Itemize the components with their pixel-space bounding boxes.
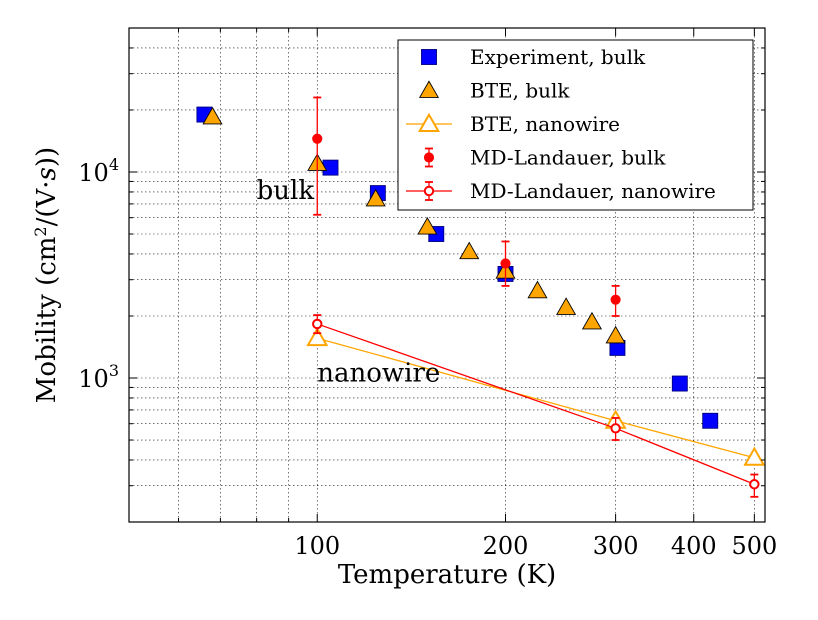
axis-ticks [129, 28, 765, 522]
legend-label: Experiment, bulk [470, 45, 646, 69]
tick-labels: 100 200 300 400 500 103 104 [78, 155, 777, 560]
data-point-triangle [556, 297, 577, 315]
data-point-square [702, 412, 719, 429]
y-tick-label: 104 [78, 155, 119, 187]
annotation-nanowire: nanowire [317, 359, 440, 389]
data-point-triangle [202, 106, 223, 125]
data-point-triangle [417, 112, 441, 132]
x-tick-label: 500 [731, 532, 777, 560]
series-md-landauer-bulk [312, 96, 621, 317]
legend-entry: Experiment, bulk [421, 45, 646, 69]
data-point-square [421, 49, 437, 65]
data-point-circle [423, 185, 435, 197]
data-point-triangle [527, 280, 548, 299]
data-point-triangle [306, 326, 329, 347]
series-md-landauer-nanowire [312, 314, 760, 498]
data-point-circle [610, 294, 621, 305]
data-series [196, 96, 766, 498]
y-axis-title: Mobility (cm2/(V·s)) [31, 147, 63, 403]
plot-frame [128, 27, 766, 523]
data-point-triangle [581, 311, 603, 330]
data-point-circle [312, 133, 323, 144]
x-tick-label: 200 [483, 532, 529, 560]
data-point-circle [610, 423, 621, 434]
data-point-triangle [418, 80, 440, 98]
x-tick-label: 300 [593, 532, 639, 560]
legend-entry: MD-Landauer, bulk [423, 146, 666, 170]
x-axis-title: Temperature (K) [338, 560, 556, 590]
y-tick-label: 103 [78, 361, 119, 393]
data-point-triangle [417, 216, 438, 235]
data-point-triangle [605, 325, 626, 344]
x-tick-label: 400 [671, 532, 717, 560]
legend-label: MD-Landauer, nanowire [470, 179, 716, 203]
data-point-circle [423, 152, 435, 163]
x-tick-label: 100 [294, 532, 340, 560]
data-point-circle [500, 258, 511, 269]
legend-label: BTE, nanowire [470, 112, 620, 136]
legend-label: MD-Landauer, bulk [470, 146, 666, 170]
data-point-circle [749, 479, 760, 490]
data-point-triangle [743, 446, 766, 466]
legend-entry: MD-Landauer, nanowire [406, 179, 716, 203]
data-point-triangle [365, 188, 386, 207]
annotation-bulk: bulk [257, 176, 315, 206]
data-point-circle [312, 318, 323, 330]
data-point-triangle [459, 241, 480, 260]
legend-entry: BTE, bulk [418, 79, 570, 103]
legend: Experiment, bulk BTE, bulk BTE, nanowire MD… [397, 39, 754, 211]
legend-box [397, 39, 754, 211]
series-bte-bulk [202, 106, 626, 344]
legend-label: BTE, bulk [470, 79, 570, 103]
data-point-square [671, 375, 688, 392]
legend-entry: BTE, nanowire [406, 112, 620, 136]
